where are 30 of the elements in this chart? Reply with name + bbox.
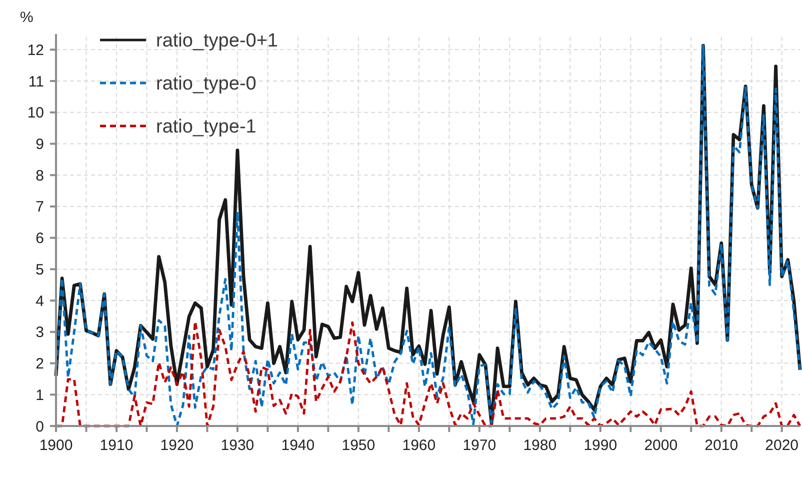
y-axis-title: % [20,9,34,26]
legend-label: ratio_type-0 [156,74,256,95]
x-tick-label: 2010 [704,437,738,454]
y-tick-label: 7 [36,198,44,216]
x-tick-label: 2020 [765,437,799,454]
y-tick-label: 1 [36,386,44,404]
y-tick-label: 9 [36,136,44,154]
x-tick-label: 1980 [523,437,557,454]
y-tick-label: 4 [36,292,44,310]
y-tick-label: 10 [27,104,44,122]
legend-label: ratio_type-1 [156,116,256,138]
y-tick-label: 12 [27,42,44,59]
x-tick-label: 1940 [281,437,315,454]
x-tick-label: 2000 [644,437,678,454]
y-tick-label: 3 [36,324,44,342]
y-tick-label: 11 [28,73,44,90]
x-tick-label: 1990 [584,437,618,454]
y-tick-label: 8 [36,167,44,184]
x-tick-label: 1900 [39,437,73,454]
x-tick-label: 1960 [402,437,436,454]
y-tick-label: 6 [36,230,44,248]
x-tick-label: 1970 [462,437,496,454]
x-tick-label: 1910 [100,437,134,454]
y-tick-label: 0 [36,418,44,436]
x-tick-label: 1930 [220,437,254,454]
y-tick-label: 5 [36,261,44,278]
y-tick-label: 2 [36,356,44,373]
legend-label: ratio_type-0+1 [156,30,278,52]
x-tick-label: 1920 [160,437,194,454]
x-tick-label: 1950 [342,437,376,454]
